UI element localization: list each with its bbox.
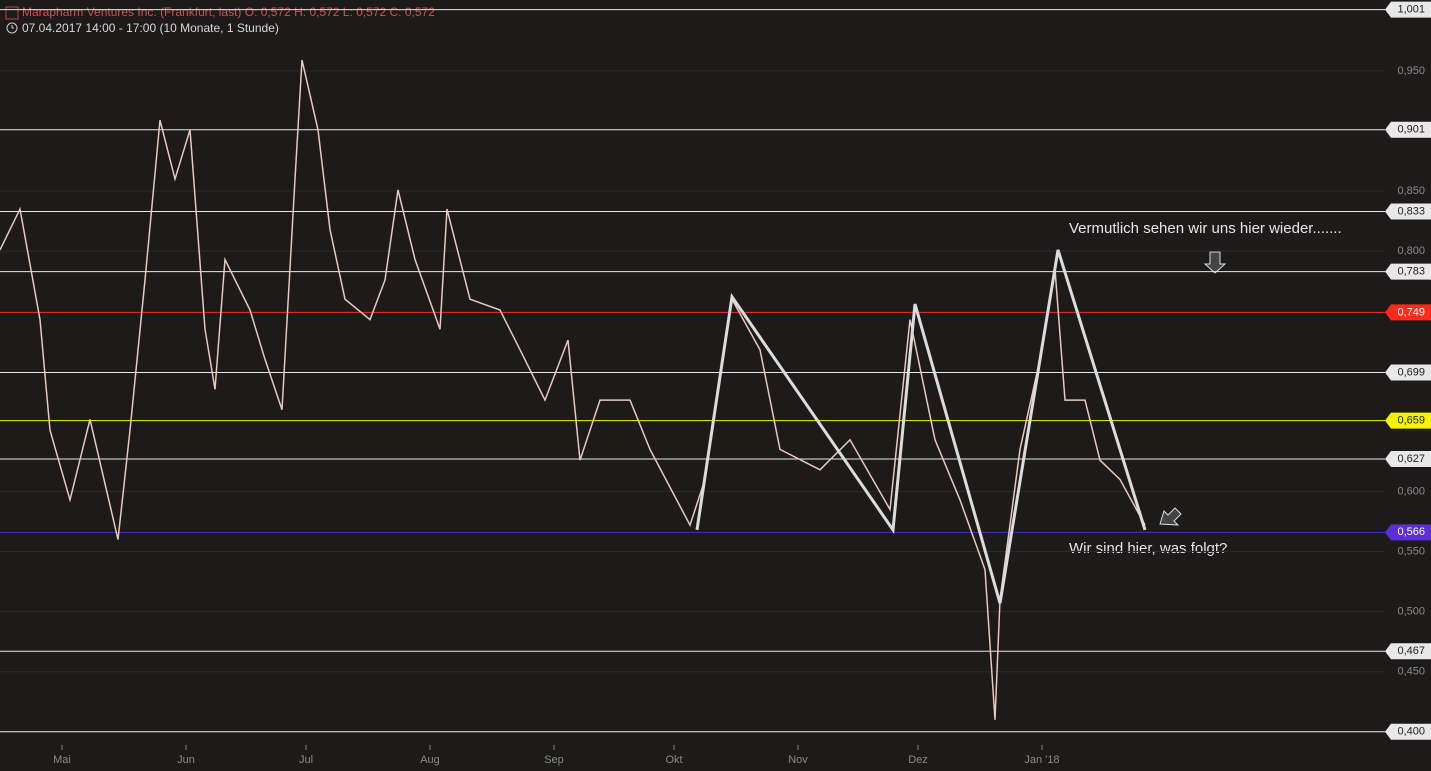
annotation: Vermutlich sehen wir uns hier wieder....… xyxy=(1069,220,1342,237)
pointer-arrow xyxy=(1159,507,1182,526)
level-label: 0,699 xyxy=(1397,366,1425,378)
level-label: 0,467 xyxy=(1397,645,1425,657)
level-label: 0,833 xyxy=(1397,205,1425,217)
y-tick-label: 0,500 xyxy=(1397,606,1425,618)
y-tick-label: 0,600 xyxy=(1397,485,1425,497)
level-label: 1,001 xyxy=(1397,4,1425,16)
level-tag xyxy=(1385,412,1431,429)
y-tick-label: 0,450 xyxy=(1397,666,1425,678)
y-tick-label: 0,550 xyxy=(1397,545,1425,557)
level-label: 0,749 xyxy=(1397,306,1425,318)
y-tick-label: 0,800 xyxy=(1397,245,1425,257)
level-tag xyxy=(1385,451,1431,468)
level-tag xyxy=(1385,304,1431,321)
x-tick-label: Dez xyxy=(908,754,928,766)
x-tick-label: Okt xyxy=(665,754,682,766)
level-tag xyxy=(1385,121,1431,138)
level-label: 0,400 xyxy=(1397,726,1425,738)
level-label: 0,659 xyxy=(1397,414,1425,426)
level-tag xyxy=(1385,1,1431,18)
x-tick-label: Mai xyxy=(53,754,71,766)
level-tag xyxy=(1385,203,1431,220)
price-line xyxy=(0,59,1146,720)
x-tick-label: Jul xyxy=(299,754,313,766)
level-tag xyxy=(1385,643,1431,660)
level-tag xyxy=(1385,524,1431,541)
level-label: 0,566 xyxy=(1397,526,1425,538)
x-tick-label: Jan '18 xyxy=(1024,754,1059,766)
chart-subtitle: 07.04.2017 14:00 - 17:00 (10 Monate, 1 S… xyxy=(22,21,279,35)
chart-title: Marapharm Ventures Inc. (Frankfurt, last… xyxy=(22,5,435,19)
down-arrow xyxy=(1203,251,1227,274)
level-tag xyxy=(1385,364,1431,381)
level-label: 0,783 xyxy=(1397,265,1425,277)
x-axis-band xyxy=(0,745,1431,771)
annotation: Wir sind hier, was folgt? xyxy=(1069,540,1227,557)
header-icon xyxy=(5,6,19,34)
pattern-line xyxy=(695,249,1147,604)
level-label: 0,901 xyxy=(1397,124,1425,136)
y-tick-label: 0,850 xyxy=(1397,185,1425,197)
x-tick-label: Sep xyxy=(544,754,564,766)
level-tag xyxy=(1385,723,1431,740)
x-tick-label: Jun xyxy=(177,754,195,766)
level-label: 0,627 xyxy=(1397,453,1425,465)
x-tick-label: Aug xyxy=(420,754,440,766)
level-tag xyxy=(1385,263,1431,280)
y-tick-label: 0,950 xyxy=(1397,65,1425,77)
x-tick-label: Nov xyxy=(788,754,808,766)
